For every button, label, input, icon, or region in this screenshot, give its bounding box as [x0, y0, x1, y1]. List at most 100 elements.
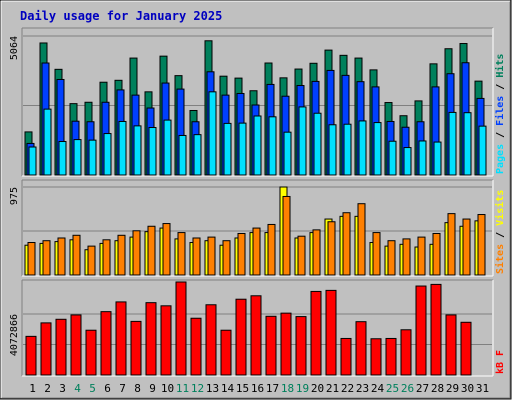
x-tick-label-day-8: 8: [134, 382, 141, 395]
x-tick-label-day-24: 24: [371, 382, 385, 395]
bar-kb-f-day-3: [55, 318, 67, 376]
bar-sites-day-1: [27, 242, 36, 276]
x-tick-label-day-28: 28: [431, 382, 444, 395]
bar-sites-day-3: [57, 237, 66, 276]
x-tick-label-day-11: 11: [176, 382, 189, 395]
legend-text: Pages / Files / Hits: [494, 54, 506, 174]
x-tick-label-day-21: 21: [326, 382, 339, 395]
bar-sites-day-19: [297, 235, 306, 276]
bar-pages-day-27: [418, 140, 427, 176]
bar-sites-day-2: [42, 240, 51, 276]
legend-label-sites: Sites: [494, 244, 506, 274]
bar-kb-f-day-11: [175, 281, 187, 376]
bar-pages-day-11: [178, 134, 187, 176]
bar-kb-f-day-2: [40, 322, 52, 376]
x-tick-label-day-5: 5: [89, 382, 96, 395]
x-tick-label-day-27: 27: [416, 382, 429, 395]
bar-pages-day-10: [163, 119, 172, 176]
bar-pages-day-20: [313, 112, 322, 176]
x-tick-label-day-10: 10: [161, 382, 174, 395]
bar-sites-day-21: [327, 221, 336, 276]
bar-pages-day-26: [403, 147, 412, 176]
x-tick-label-day-20: 20: [311, 382, 324, 395]
panel-sites-visits: 975 Sites / Visits: [9, 179, 506, 277]
bar-pages-day-24: [373, 122, 382, 176]
x-tick-label-day-9: 9: [149, 382, 156, 395]
bar-kb-f-day-28: [430, 283, 442, 376]
bar-pages-day-12: [193, 134, 202, 176]
bar-kb-f-day-23: [355, 321, 367, 376]
bar-kb-f-day-20: [310, 290, 322, 376]
x-tick-label-day-17: 17: [266, 382, 279, 395]
bar-sites-day-22: [342, 212, 351, 276]
bar-kb-f-day-1: [25, 335, 37, 376]
bar-kb-f-day-27: [415, 285, 427, 376]
bar-pages-day-4: [73, 139, 82, 176]
bar-pages-day-15: [238, 122, 247, 176]
bar-pages-day-30: [463, 112, 472, 176]
bar-kb-f-day-30: [460, 321, 472, 376]
bar-kb-f-day-16: [250, 295, 262, 376]
bar-kb-f-day-8: [130, 320, 142, 376]
bar-pages-day-14: [223, 122, 232, 176]
bar-sites-day-20: [312, 229, 321, 276]
bar-pages-day-2: [43, 108, 52, 176]
bar-sites-day-14: [222, 240, 231, 276]
bar-kb-f-day-7: [115, 301, 127, 376]
x-tick-label-day-23: 23: [356, 382, 369, 395]
x-tick-label-day-2: 2: [44, 382, 51, 395]
legend-label-visits: Visits: [494, 190, 506, 226]
x-tick-label-day-7: 7: [119, 382, 126, 395]
chart-title: Daily usage for January 2025: [20, 9, 222, 23]
legend-label-pages: Pages: [495, 144, 506, 174]
bar-pages-day-28: [433, 141, 442, 176]
bar-pages-day-7: [118, 120, 127, 176]
bar-kb-f-day-4: [70, 314, 82, 376]
x-tick-label-day-1: 1: [29, 382, 36, 395]
y-max-label: 4072866: [9, 314, 20, 356]
x-tick-label-day-19: 19: [296, 382, 309, 395]
bar-sites-day-10: [162, 223, 171, 276]
x-tick-label-day-3: 3: [59, 382, 66, 395]
bar-sites-day-31: [477, 214, 486, 276]
bar-pages-day-8: [133, 125, 142, 176]
bar-pages-day-25: [388, 140, 397, 176]
bar-sites-day-6: [102, 239, 111, 276]
bar-kb-f-day-6: [100, 311, 112, 376]
bar-kb-f-day-17: [265, 315, 277, 376]
x-tick-label-day-26: 26: [401, 382, 414, 395]
legend-label-hits: Hits: [494, 54, 506, 78]
bar-kb-f-day-19: [295, 316, 307, 376]
x-tick-label-day-16: 16: [251, 382, 264, 395]
bar-sites-day-9: [147, 225, 156, 276]
bar-pages-day-17: [268, 116, 277, 176]
bar-kb-f-day-22: [340, 337, 352, 376]
bar-sites-day-28: [432, 232, 441, 276]
bar-sites-day-18: [282, 195, 291, 276]
bar-pages-day-23: [358, 120, 367, 176]
bar-pages-day-31: [478, 125, 487, 176]
bar-sites-day-16: [252, 227, 261, 276]
bar-kb-f-day-25: [385, 337, 397, 376]
legend-hits-files-pages: Pages / Files / Hits: [494, 54, 506, 174]
bar-kb-f-day-5: [85, 329, 97, 376]
bar-pages-day-6: [103, 133, 112, 176]
bar-kb-f-day-21: [325, 289, 337, 376]
bar-sites-day-5: [87, 245, 96, 276]
bar-kb-f-day-12: [190, 317, 202, 376]
bar-pages-day-16: [253, 115, 262, 176]
bar-sites-day-23: [357, 203, 366, 276]
bar-kb-f-day-13: [205, 304, 217, 376]
bar-sites-day-12: [192, 237, 201, 276]
bar-sites-day-4: [72, 234, 81, 276]
bar-pages-day-19: [298, 106, 307, 176]
x-tick-label-day-14: 14: [221, 382, 235, 395]
x-tick-label-day-30: 30: [461, 382, 474, 395]
bar-pages-day-22: [343, 123, 352, 176]
legend-label-files: Files: [494, 96, 506, 126]
bar-pages-day-5: [88, 139, 97, 176]
bar-pages-day-21: [328, 124, 337, 176]
x-tick-label-day-18: 18: [281, 382, 294, 395]
